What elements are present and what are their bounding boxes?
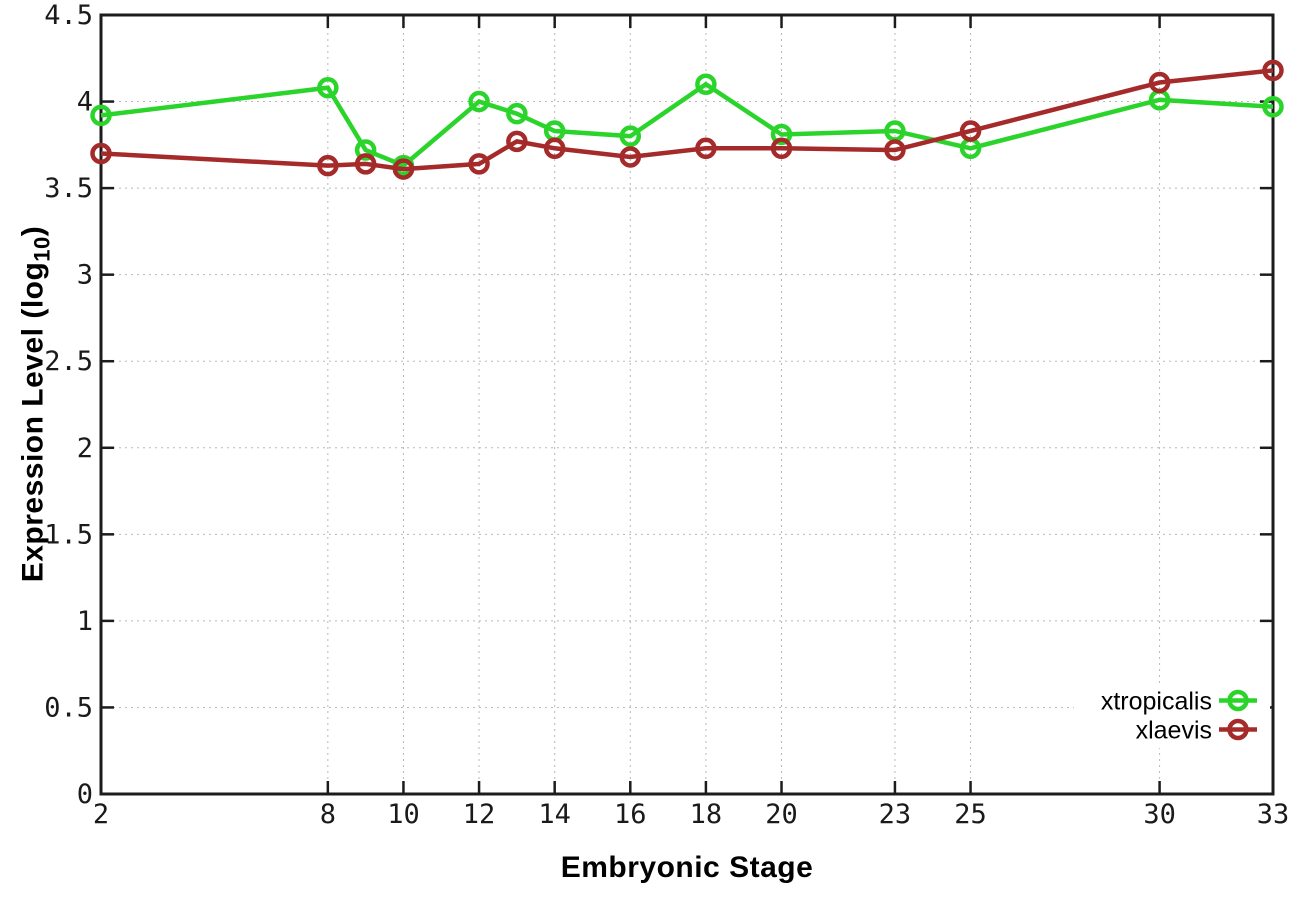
data-point-xlaevis — [468, 153, 490, 175]
legend-label-xlaevis: xlaevis — [1136, 717, 1212, 745]
y-tick-label: 4 — [77, 87, 93, 118]
legend-label-xtropicalis: xtropicalis — [1101, 688, 1212, 716]
y-axis-title-subscript: 10 — [29, 236, 55, 262]
series-line-xlaevis — [100, 68, 1274, 172]
y-axis-title-main: Expression Level (log — [16, 261, 50, 583]
y-tick-label: 0.5 — [44, 692, 93, 723]
data-point-xtropicalis — [1262, 95, 1284, 118]
data-point-xtropicalis — [317, 76, 339, 99]
data-point-xlaevis — [1262, 59, 1284, 82]
y-tick-label: 4.5 — [44, 0, 93, 31]
x-tick-label: 2 — [93, 799, 109, 830]
data-point-xlaevis — [354, 153, 377, 175]
data-point-xlaevis — [959, 120, 982, 142]
x-tick-label: 25 — [954, 799, 987, 830]
x-tick-label: 12 — [463, 799, 496, 830]
data-point-xtropicalis — [90, 104, 112, 127]
x-tick-label: 10 — [387, 799, 420, 830]
y-tick-label: 3.5 — [44, 173, 93, 204]
plot-border — [99, 13, 1275, 796]
data-point-xtropicalis — [770, 123, 793, 146]
data-point-xtropicalis — [468, 90, 490, 113]
x-tick-label: 8 — [320, 799, 336, 830]
data-point-xlaevis — [90, 142, 112, 165]
y-tick-label: 1 — [77, 606, 93, 637]
data-point-xlaevis — [543, 137, 566, 160]
x-tick-label: 20 — [765, 799, 798, 830]
data-point-xtropicalis — [506, 102, 528, 125]
x-tick-label: 16 — [614, 799, 647, 830]
x-tick-label: 30 — [1143, 799, 1176, 830]
y-tick-label: 2 — [77, 433, 93, 464]
x-axis-title: Embryonic Stage — [560, 851, 814, 884]
data-point-xlaevis — [695, 137, 717, 160]
x-tick-label: 23 — [879, 799, 912, 830]
x-tick-label: 14 — [538, 799, 571, 830]
data-point-xtropicalis — [619, 125, 642, 147]
data-point-xlaevis — [317, 154, 339, 177]
x-tick-label: 18 — [690, 799, 723, 830]
legend-marker-xlaevis — [1227, 718, 1249, 741]
data-point-xlaevis — [506, 130, 528, 153]
data-point-xlaevis — [884, 139, 906, 161]
data-point-xlaevis — [1148, 71, 1171, 94]
data-point-xlaevis — [392, 158, 415, 180]
y-tick-label: 1.5 — [44, 519, 93, 550]
y-tick-label: 0 — [77, 779, 93, 810]
data-point-xlaevis — [619, 146, 642, 168]
data-point-xtropicalis — [695, 73, 717, 95]
legend-marker-xtropicalis — [1227, 689, 1249, 712]
y-tick-label: 3 — [77, 260, 93, 291]
data-point-xtropicalis — [354, 139, 377, 161]
y-axis-title: Expression Level (log10) — [17, 226, 56, 583]
x-tick-label: 33 — [1257, 799, 1290, 830]
y-tick-label: 2.5 — [44, 346, 93, 377]
data-point-xlaevis — [770, 137, 793, 160]
y-axis-title-close: ) — [16, 225, 50, 237]
